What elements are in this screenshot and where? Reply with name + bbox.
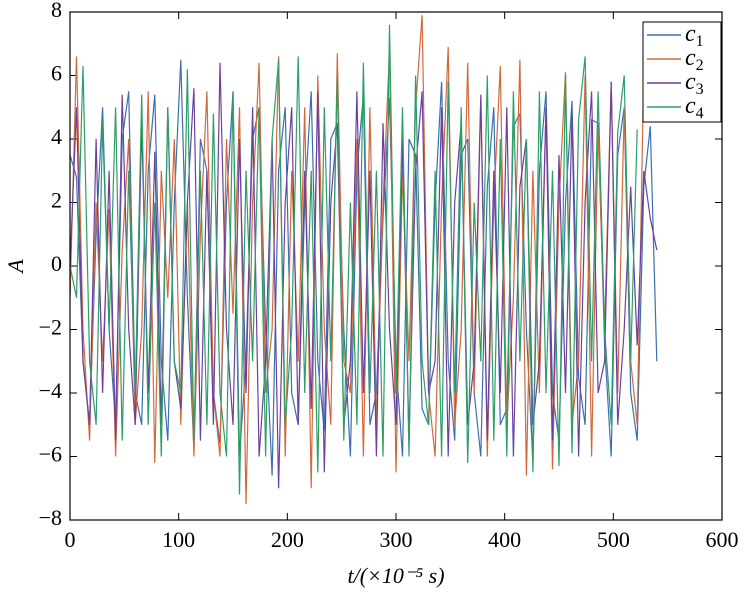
legend-label-base: c	[685, 93, 696, 119]
legend-label: c1	[685, 21, 704, 50]
legend-label-sub: 1	[696, 33, 704, 50]
x-tick-label: 0	[65, 527, 76, 552]
legend-label: c3	[685, 69, 704, 98]
legend-label: c4	[685, 93, 704, 122]
x-tick-label: 100	[162, 527, 195, 552]
y-tick-label: −8	[39, 505, 62, 530]
y-tick-label: −4	[39, 378, 62, 403]
x-tick-label: 500	[597, 527, 630, 552]
y-tick-label: 2	[51, 188, 62, 213]
x-tick-label: 200	[271, 527, 304, 552]
y-axis-label: A	[3, 259, 28, 275]
y-tick-label: 4	[51, 124, 62, 149]
y-tick-label: 8	[51, 0, 62, 22]
legend-box	[642, 21, 722, 123]
legend-label-sub: 2	[696, 57, 704, 74]
x-tick-label: 300	[380, 527, 413, 552]
plot-frame	[69, 11, 723, 521]
legend-label-sub: 4	[696, 105, 704, 122]
legend-label: c2	[685, 45, 704, 74]
y-tick-label: 0	[51, 251, 62, 276]
legend-label-base: c	[685, 45, 696, 71]
x-tick-label: 400	[488, 527, 521, 552]
y-tick-label: 6	[51, 61, 62, 86]
x-axis-label: t/(×10⁻⁵ s)	[347, 563, 444, 588]
legend-label-base: c	[685, 69, 696, 95]
x-tick-label: 600	[706, 527, 739, 552]
y-tick-label: −2	[39, 315, 62, 340]
legend-label-sub: 3	[696, 81, 704, 98]
y-tick-label: −6	[39, 442, 62, 467]
series-line	[69, 24, 638, 495]
legend-label-base: c	[685, 21, 696, 47]
